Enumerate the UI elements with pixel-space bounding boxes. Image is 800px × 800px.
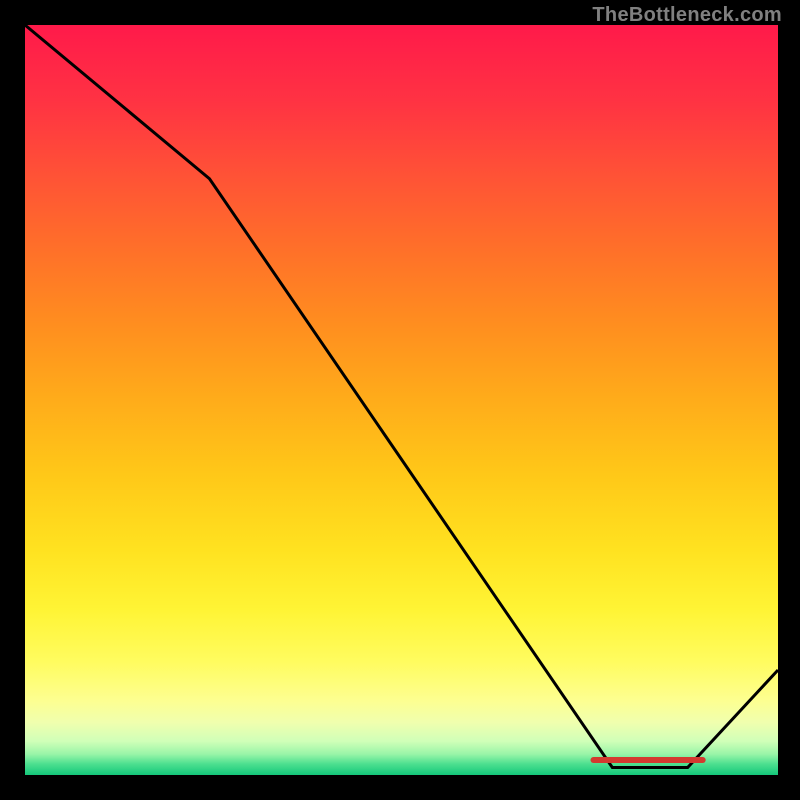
plot-area bbox=[25, 25, 778, 775]
watermark-text: TheBottleneck.com bbox=[592, 4, 782, 27]
gradient-chart bbox=[0, 0, 800, 800]
chart-container: TheBottleneck.com bbox=[0, 0, 800, 800]
